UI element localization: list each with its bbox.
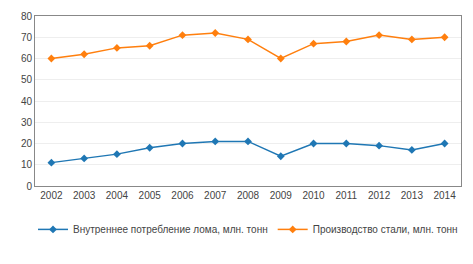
svg-text:2006: 2006 (171, 190, 194, 201)
svg-text:Внутреннее потребление лома, м: Внутреннее потребление лома, млн. тонн (73, 224, 268, 235)
svg-text:10: 10 (21, 159, 33, 170)
svg-text:60: 60 (21, 53, 33, 64)
svg-text:70: 70 (21, 32, 33, 43)
svg-text:2002: 2002 (40, 190, 63, 201)
svg-text:2005: 2005 (139, 190, 162, 201)
svg-text:2007: 2007 (204, 190, 227, 201)
svg-text:30: 30 (21, 117, 33, 128)
svg-text:2008: 2008 (237, 190, 260, 201)
svg-text:Производство стали, млн. тонн: Производство стали, млн. тонн (313, 224, 458, 235)
svg-text:2010: 2010 (302, 190, 325, 201)
svg-text:50: 50 (21, 74, 33, 85)
svg-text:40: 40 (21, 96, 33, 107)
svg-text:0: 0 (26, 181, 32, 192)
svg-text:2004: 2004 (106, 190, 129, 201)
svg-text:2003: 2003 (73, 190, 96, 201)
svg-text:2014: 2014 (433, 190, 456, 201)
svg-text:2011: 2011 (336, 190, 358, 201)
svg-text:2013: 2013 (401, 190, 424, 201)
svg-text:20: 20 (21, 138, 33, 149)
svg-text:2012: 2012 (368, 190, 391, 201)
svg-text:2009: 2009 (270, 190, 293, 201)
svg-text:80: 80 (21, 11, 33, 22)
